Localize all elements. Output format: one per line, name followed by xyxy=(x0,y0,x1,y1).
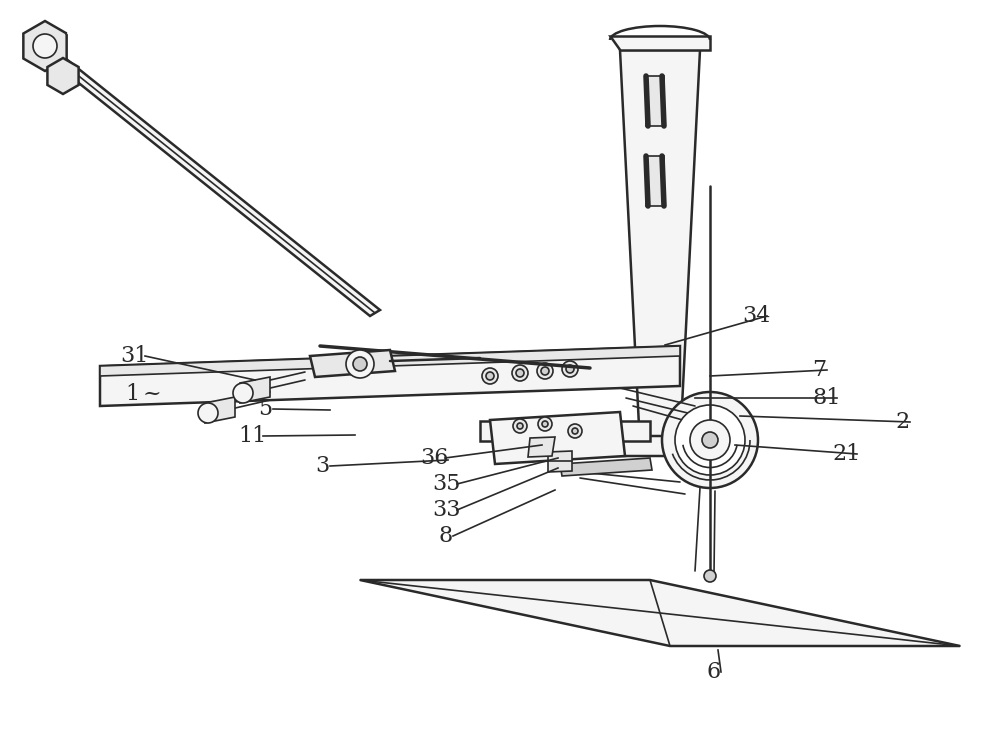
Text: 3: 3 xyxy=(315,455,329,477)
Polygon shape xyxy=(310,350,395,377)
Text: 1: 1 xyxy=(125,383,139,405)
Polygon shape xyxy=(490,412,625,464)
Polygon shape xyxy=(100,346,680,406)
Text: 81: 81 xyxy=(812,387,840,409)
Polygon shape xyxy=(100,346,680,376)
Circle shape xyxy=(702,432,718,448)
Text: 5: 5 xyxy=(258,398,272,420)
Polygon shape xyxy=(560,418,590,441)
Polygon shape xyxy=(646,156,664,206)
Circle shape xyxy=(566,365,574,373)
Circle shape xyxy=(346,350,374,378)
Polygon shape xyxy=(205,397,235,423)
Text: 31: 31 xyxy=(120,345,148,367)
Polygon shape xyxy=(23,21,67,71)
Polygon shape xyxy=(47,58,79,94)
Circle shape xyxy=(517,423,523,429)
Polygon shape xyxy=(580,436,730,456)
Circle shape xyxy=(538,417,552,431)
Text: 7: 7 xyxy=(812,359,826,381)
Text: 34: 34 xyxy=(742,305,770,327)
Circle shape xyxy=(690,420,730,460)
Text: ~: ~ xyxy=(143,383,162,405)
Circle shape xyxy=(572,428,578,434)
Circle shape xyxy=(482,368,498,384)
Polygon shape xyxy=(610,36,710,50)
Text: 36: 36 xyxy=(420,447,448,469)
Text: 2: 2 xyxy=(895,411,909,433)
Circle shape xyxy=(662,392,758,488)
Text: 6: 6 xyxy=(706,661,720,683)
Circle shape xyxy=(198,403,218,423)
Polygon shape xyxy=(548,451,572,472)
Text: 11: 11 xyxy=(238,425,266,447)
Polygon shape xyxy=(646,76,664,126)
Text: 33: 33 xyxy=(432,499,460,521)
Polygon shape xyxy=(240,377,270,403)
Circle shape xyxy=(486,372,494,380)
Circle shape xyxy=(704,570,716,582)
Polygon shape xyxy=(480,421,650,441)
Circle shape xyxy=(233,383,253,403)
Circle shape xyxy=(562,361,578,377)
Circle shape xyxy=(675,405,745,475)
Polygon shape xyxy=(560,458,652,476)
Polygon shape xyxy=(528,437,555,457)
Polygon shape xyxy=(40,46,380,316)
Text: 21: 21 xyxy=(832,443,860,465)
Circle shape xyxy=(537,363,553,379)
Polygon shape xyxy=(360,580,960,646)
Circle shape xyxy=(513,419,527,433)
Circle shape xyxy=(516,369,524,377)
Circle shape xyxy=(542,421,548,427)
Circle shape xyxy=(568,424,582,438)
Circle shape xyxy=(33,34,57,58)
Circle shape xyxy=(512,365,528,381)
Circle shape xyxy=(541,367,549,375)
Text: 35: 35 xyxy=(432,473,460,495)
Text: 8: 8 xyxy=(438,525,452,547)
Circle shape xyxy=(353,357,367,371)
Polygon shape xyxy=(620,50,700,446)
